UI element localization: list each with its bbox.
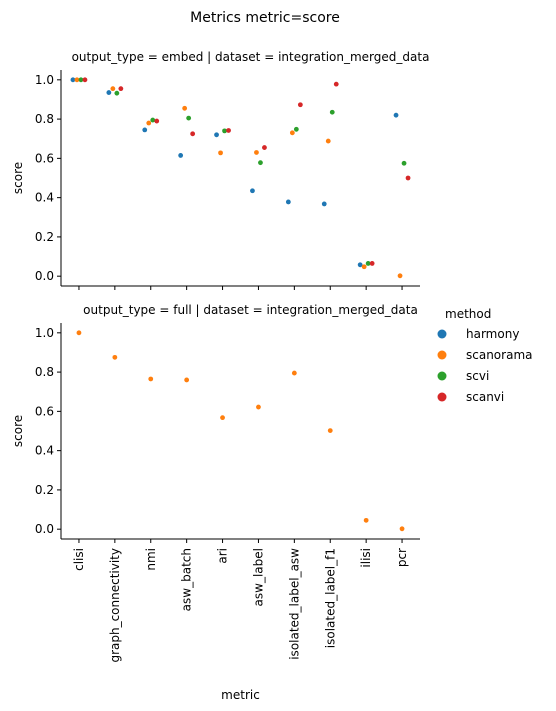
figure-title: Metrics metric=score (190, 10, 340, 26)
point-harmony (106, 90, 112, 95)
point-scvi (401, 160, 407, 166)
x-tick-label: isolated_label_f1 (323, 548, 337, 648)
point-scanorama (110, 86, 116, 92)
y-tick-label: 0.0 (35, 269, 54, 283)
x-tick-label: ari (216, 548, 230, 564)
facet-title: output_type = full | dataset = integrati… (83, 303, 418, 317)
point-scanorama (182, 105, 188, 111)
point-harmony (178, 153, 184, 158)
point-scvi (365, 261, 371, 266)
x-axis-label: metric (221, 688, 260, 702)
point-scvi (222, 128, 227, 134)
point-scanvi (226, 128, 231, 133)
point-harmony (285, 199, 291, 205)
point-scanorama (363, 517, 369, 523)
point-scanorama (146, 120, 152, 126)
y-tick-label: 0.2 (35, 230, 54, 244)
legend-item-scvi: scvi (437, 369, 489, 383)
point-scanorama (76, 330, 82, 336)
point-harmony (214, 132, 219, 138)
legend-label-scvi: scvi (466, 369, 489, 383)
y-tick-label: 0.6 (35, 404, 54, 418)
point-scvi (293, 126, 299, 132)
point-scanorama (327, 428, 333, 434)
legend-marker-scanorama (437, 350, 447, 360)
point-harmony (321, 201, 327, 207)
y-tick-label: 0.6 (35, 151, 54, 165)
facet-1: output_type = embed | dataset = integrat… (11, 50, 429, 290)
point-scanorama (289, 130, 295, 136)
point-scanvi (154, 118, 160, 124)
point-scanorama (112, 354, 118, 360)
point-scanvi (262, 145, 267, 150)
legend-label-harmony: harmony (466, 327, 519, 341)
y-tick-label: 0.2 (35, 483, 54, 497)
x-tick-label: pcr (395, 548, 409, 567)
point-scvi (78, 77, 84, 83)
facet-title: output_type = embed | dataset = integrat… (72, 50, 430, 64)
point-harmony (250, 188, 255, 194)
point-scanvi (118, 86, 124, 92)
point-scvi (150, 117, 156, 123)
point-scanorama (399, 526, 405, 532)
y-tick-label: 1.0 (35, 326, 54, 340)
x-tick-label: isolated_label_asw (287, 548, 301, 660)
point-scanorama (256, 404, 261, 410)
point-scvi (258, 160, 263, 166)
legend-title: method (445, 307, 491, 321)
legend-marker-scvi (437, 371, 447, 381)
point-scanorama (254, 150, 259, 155)
point-scanorama (220, 415, 225, 421)
legend-marker-harmony (437, 329, 447, 339)
legend-item-scanvi: scanvi (437, 390, 504, 404)
point-scanorama (397, 273, 403, 279)
point-scanvi (82, 77, 88, 83)
point-scanvi (369, 261, 375, 266)
x-tick-label: ilisi (359, 548, 373, 568)
point-scvi (114, 90, 120, 96)
point-scanvi (405, 175, 411, 181)
y-tick-label: 0.8 (35, 112, 54, 126)
legend-item-harmony: harmony (437, 327, 519, 341)
point-harmony (70, 77, 76, 83)
point-harmony (357, 262, 363, 268)
y-axis-label: score (11, 415, 25, 447)
legend: method harmony scanorama scvi scanvi (437, 307, 532, 404)
point-scanorama (184, 377, 190, 383)
point-harmony (393, 112, 399, 118)
y-tick-label: 0.4 (35, 444, 54, 458)
y-tick-label: 0.8 (35, 365, 54, 379)
point-scvi (329, 109, 335, 115)
point-scanorama (74, 77, 80, 83)
point-scanorama (148, 376, 154, 382)
legend-item-scanorama: scanorama (437, 348, 532, 362)
legend-label-scanvi: scanvi (466, 390, 504, 404)
legend-label-scanorama: scanorama (466, 348, 532, 362)
x-tick-label: asw_batch (180, 548, 194, 611)
point-scanorama (291, 370, 297, 376)
x-tick-label: graph_connectivity (108, 548, 122, 663)
y-tick-label: 1.0 (35, 73, 54, 87)
legend-marker-scanvi (437, 392, 447, 402)
y-axis-label: score (11, 162, 25, 194)
facet-2: output_type = full | dataset = integrati… (11, 303, 420, 702)
point-scanvi (333, 81, 339, 87)
point-scanvi (190, 131, 196, 137)
point-harmony (142, 127, 148, 133)
point-scanorama (325, 138, 331, 144)
y-tick-label: 0.4 (35, 191, 54, 205)
x-tick-label: nmi (144, 548, 158, 571)
point-scanorama (361, 264, 367, 270)
point-scanvi (297, 102, 303, 108)
point-scanorama (218, 150, 223, 156)
x-tick-label: clisi (72, 548, 86, 571)
y-tick-label: 0.0 (35, 522, 54, 536)
x-tick-label: asw_label (251, 548, 265, 606)
point-scvi (186, 115, 192, 121)
